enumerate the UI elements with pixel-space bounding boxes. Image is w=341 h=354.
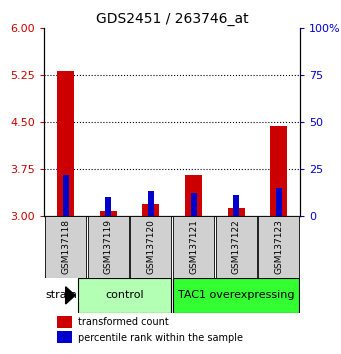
Bar: [191, 193, 196, 216]
Bar: [148, 192, 154, 216]
Bar: [45, 216, 86, 278]
Title: GDS2451 / 263746_at: GDS2451 / 263746_at: [96, 12, 249, 26]
Bar: [57, 71, 74, 216]
Polygon shape: [65, 287, 75, 304]
Bar: [78, 278, 172, 313]
Bar: [173, 216, 214, 278]
Text: GSM137118: GSM137118: [61, 219, 70, 274]
Text: GSM137119: GSM137119: [104, 219, 113, 274]
Text: TAC1 overexpressing: TAC1 overexpressing: [178, 290, 294, 301]
Bar: [270, 126, 287, 216]
Text: strain: strain: [45, 290, 77, 301]
Bar: [143, 205, 160, 216]
Bar: [276, 188, 282, 216]
Bar: [105, 197, 111, 216]
Text: control: control: [106, 290, 144, 301]
Text: percentile rank within the sample: percentile rank within the sample: [78, 333, 242, 343]
Text: GSM137122: GSM137122: [232, 219, 241, 274]
Bar: [258, 216, 299, 278]
Text: transformed count: transformed count: [78, 317, 168, 327]
Text: GSM137123: GSM137123: [274, 219, 283, 274]
Bar: [233, 195, 239, 216]
Bar: [185, 175, 202, 216]
Bar: [228, 208, 245, 216]
Bar: [63, 175, 69, 216]
Bar: [216, 216, 257, 278]
Bar: [57, 316, 73, 328]
Text: GSM137120: GSM137120: [146, 219, 155, 274]
Bar: [100, 211, 117, 216]
Bar: [57, 331, 73, 343]
Bar: [88, 216, 129, 278]
Bar: [130, 216, 172, 278]
Bar: [173, 278, 299, 313]
Text: GSM137121: GSM137121: [189, 219, 198, 274]
